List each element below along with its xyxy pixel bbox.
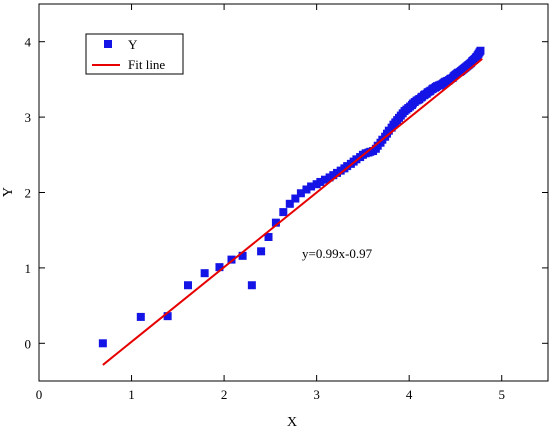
y-tick-label: 0 [25,336,32,351]
data-point [163,312,172,321]
data-point [271,218,280,227]
y-tick-label: 1 [25,261,32,276]
legend: Y Fit line [85,33,184,75]
x-axis-label: X [287,415,297,430]
axes: 0 1 2 3 4 5 0 1 2 3 4 [25,3,549,402]
y-tick-label: 2 [25,186,32,201]
data-point [316,177,325,186]
data-point [291,194,300,203]
x-tick-label: 2 [221,387,228,402]
data-point [247,281,256,290]
legend-label-fit: Fit line [128,57,165,72]
data-point [264,232,273,241]
data-point [215,263,224,272]
fit-line [102,58,483,366]
data-point [98,339,107,348]
x-tick-label: 3 [313,387,320,402]
data-point [200,269,209,278]
y-tick-label: 3 [25,110,32,125]
data-point [227,255,236,264]
legend-box [85,33,184,75]
data-point [296,189,305,198]
data-point [238,251,247,260]
data-point [279,208,288,217]
data-point [307,182,316,191]
x-tick-label: 1 [128,387,135,402]
data-point [257,247,266,256]
data-point [302,185,311,194]
y-tick-label: 4 [25,35,32,50]
plot-area [98,46,485,366]
data-point [476,46,485,55]
x-tick-label: 5 [498,387,505,402]
y-axis-label: Y [1,187,16,197]
x-tick-label: 0 [36,387,43,402]
legend-marker-icon [104,40,112,48]
data-point [285,199,294,208]
fit-equation-annotation: y=0.99x-0.97 [302,246,373,261]
data-point [183,281,192,290]
data-point [136,312,145,321]
data-point [320,175,329,184]
legend-label-y: Y [128,37,138,52]
x-tick-label: 4 [406,387,413,402]
